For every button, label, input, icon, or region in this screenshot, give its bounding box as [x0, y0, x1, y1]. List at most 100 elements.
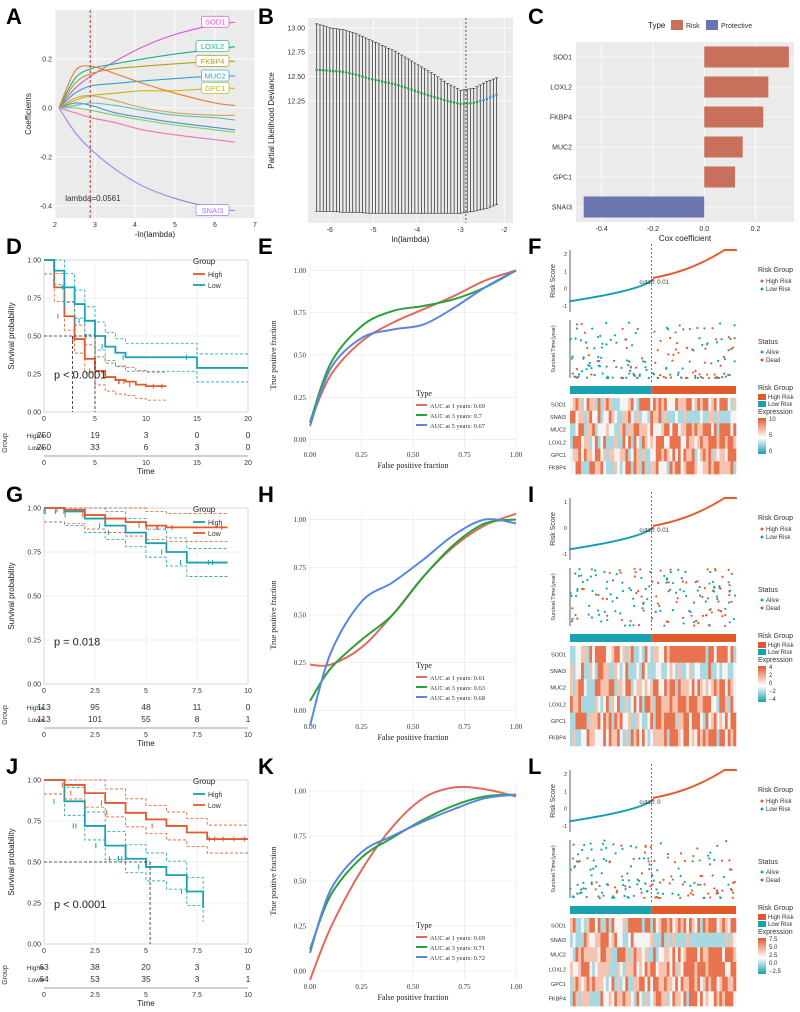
heatmap-cell	[572, 991, 576, 1007]
heatmap-cell	[680, 976, 684, 992]
dead-point	[681, 616, 685, 619]
heatmap-cell	[614, 448, 618, 462]
heatmap-gene-label: SOD1	[551, 402, 566, 408]
heatmap-cell	[675, 423, 679, 437]
heatmap-cell	[641, 918, 645, 933]
heatmap-cell	[711, 410, 715, 424]
alive-point	[716, 376, 719, 380]
heatmap-cell	[636, 991, 640, 1007]
alive-point	[600, 346, 604, 349]
heatmap-cell	[586, 410, 590, 424]
heatmap-cell	[700, 410, 704, 424]
heatmap-cell	[677, 932, 681, 948]
heatmap-cell	[702, 662, 706, 680]
heatmap-cell	[597, 423, 601, 437]
heatmap-cell	[664, 448, 668, 462]
mean-point	[403, 86, 407, 89]
risk-count: 95	[90, 702, 100, 712]
heatmap-cell	[605, 646, 610, 663]
alive-point	[698, 337, 701, 340]
heatmap-cell	[727, 461, 731, 475]
alive-point	[582, 887, 585, 890]
gene-label-box	[201, 15, 230, 28]
heatmap-cell	[719, 962, 723, 977]
alive-point	[621, 879, 624, 882]
x-axis-title: Time	[137, 999, 155, 1008]
heatmap-cell	[686, 679, 690, 697]
heatmap-cell	[644, 696, 648, 713]
heatmap-cell	[639, 448, 643, 462]
alive-point	[580, 891, 583, 894]
heatmap-cell	[578, 729, 582, 747]
heatmap-cell	[630, 646, 634, 663]
dead-point	[673, 861, 677, 864]
legend-low-dot	[760, 287, 764, 291]
heatmap-cell	[594, 918, 598, 933]
heatmap-cell	[625, 448, 629, 462]
heatmap-cell	[702, 696, 706, 713]
heatmap-cell	[583, 696, 587, 713]
dead-point	[679, 896, 682, 899]
dead-point	[655, 895, 658, 898]
heatmap-cell	[633, 423, 637, 437]
heatmap-cell	[724, 918, 728, 933]
heatmap-cell	[700, 679, 704, 697]
alive-point	[579, 888, 583, 891]
heatmap-cell	[730, 932, 734, 948]
mean-point	[469, 101, 472, 105]
gene-label-box	[195, 55, 230, 67]
x-tick-label: 0.00	[304, 983, 317, 991]
heatmap-cell	[694, 932, 698, 948]
heatmap-cell	[592, 991, 596, 1007]
heatmap-cell	[661, 932, 665, 948]
heatmap-cell	[603, 976, 607, 992]
mean-point	[426, 93, 430, 97]
heatmap-cell	[688, 662, 693, 680]
alive-point	[578, 892, 581, 895]
alive-point	[733, 360, 736, 363]
alive-point	[577, 373, 581, 376]
mean-point	[482, 98, 485, 102]
dead-point	[644, 845, 647, 849]
heatmap-cell	[700, 918, 704, 933]
heatmap-cell	[641, 962, 645, 977]
heatmap-cell	[589, 646, 593, 663]
y-tick-label: 0.25	[294, 923, 307, 931]
heatmap-cell	[575, 398, 579, 411]
heatmap-cell	[708, 423, 712, 437]
legend-alive-label: Alive	[766, 598, 780, 604]
mean-point	[338, 70, 341, 73]
heatmap-cell	[672, 646, 676, 663]
heatmap-cell	[586, 448, 590, 462]
heatmap-cell	[669, 712, 673, 730]
heatmap-cell	[711, 932, 715, 948]
heatmap-cell	[630, 679, 634, 697]
category-label: GPC1	[553, 175, 572, 182]
x-tick-label: -0.4	[596, 226, 608, 233]
dead-point	[669, 568, 672, 571]
alive-point	[590, 848, 593, 851]
km-curve-high	[44, 779, 205, 908]
y-tick-label: 1.00	[294, 267, 307, 275]
heatmap-cell	[713, 962, 717, 977]
risk-tick: 2	[564, 252, 567, 258]
alive-point	[718, 586, 721, 589]
alive-point	[638, 857, 641, 860]
heatmap-cell	[711, 662, 715, 680]
alive-point	[606, 580, 609, 583]
risk-count: 35	[141, 974, 151, 984]
alive-point	[665, 326, 669, 329]
heatmap-cell	[619, 696, 623, 713]
alive-point	[633, 604, 636, 607]
heatmap-cell	[713, 947, 717, 963]
alive-point	[727, 349, 730, 352]
dead-point	[648, 868, 651, 871]
y-axis-title: True positive fraction	[269, 580, 278, 649]
dead-point	[640, 357, 644, 360]
heatmap-cell	[600, 410, 604, 424]
dead-point	[585, 895, 588, 899]
heatmap-cell	[597, 410, 601, 424]
heatmap-cell	[666, 729, 670, 747]
heatmap-cell	[666, 423, 670, 437]
lambda-annotation: lambda=0.0561	[65, 194, 121, 203]
